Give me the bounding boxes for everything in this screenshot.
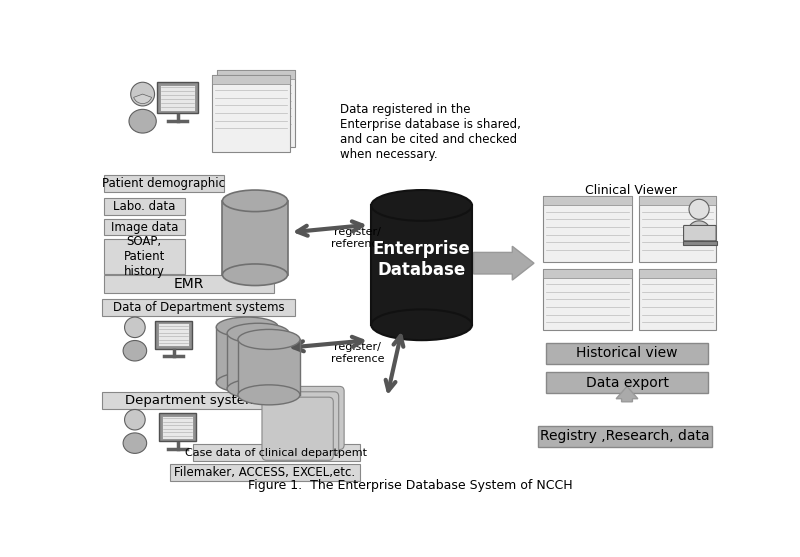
Bar	[102, 299, 295, 316]
FancyBboxPatch shape	[273, 387, 344, 449]
Bar	[160, 85, 195, 111]
Bar	[193, 444, 360, 461]
Text: Clinical Viewer: Clinical Viewer	[585, 184, 677, 197]
Bar	[212, 75, 290, 84]
Text: EMR: EMR	[174, 277, 204, 291]
Ellipse shape	[216, 373, 278, 393]
Circle shape	[125, 317, 145, 338]
Bar	[217, 70, 294, 79]
Bar	[102, 392, 287, 409]
FancyBboxPatch shape	[267, 392, 338, 455]
Bar	[543, 196, 633, 206]
Ellipse shape	[222, 190, 287, 212]
Bar	[538, 426, 712, 447]
Bar	[217, 70, 294, 147]
Bar	[158, 82, 198, 113]
Bar	[638, 196, 716, 262]
Ellipse shape	[371, 309, 472, 340]
Text: Figure 1.  The Enterprise Database System of NCCH: Figure 1. The Enterprise Database System…	[248, 479, 572, 492]
Bar	[155, 321, 192, 349]
FancyBboxPatch shape	[262, 397, 334, 460]
Text: Case data of clinical departpemt: Case data of clinical departpemt	[186, 448, 367, 458]
Ellipse shape	[123, 433, 146, 453]
Bar	[104, 275, 274, 293]
Bar	[104, 198, 186, 214]
Bar	[638, 268, 716, 330]
Bar	[543, 268, 633, 330]
Ellipse shape	[238, 329, 300, 349]
Ellipse shape	[238, 385, 300, 405]
Text: Image data: Image data	[111, 221, 178, 233]
Bar	[543, 196, 633, 262]
Ellipse shape	[371, 190, 472, 221]
Bar	[159, 413, 196, 441]
Text: Filemaker, ACCESS, EXCEL,etc.: Filemaker, ACCESS, EXCEL,etc.	[174, 466, 355, 479]
Bar	[238, 339, 300, 395]
Wedge shape	[134, 94, 151, 104]
Ellipse shape	[688, 221, 710, 241]
Circle shape	[689, 199, 709, 219]
Text: Enterprise
Database: Enterprise Database	[373, 240, 470, 278]
Text: SOAP,
Patient
history: SOAP, Patient history	[123, 234, 165, 278]
Bar	[546, 343, 708, 364]
Bar	[543, 268, 633, 278]
Text: Historical view: Historical view	[576, 346, 678, 360]
Circle shape	[125, 409, 145, 430]
Text: register/
reference: register/ reference	[330, 343, 384, 364]
Bar	[104, 240, 186, 274]
Ellipse shape	[216, 317, 278, 337]
Text: Registry ,Research, data: Registry ,Research, data	[540, 429, 710, 443]
FancyBboxPatch shape	[683, 226, 716, 241]
Bar	[371, 206, 472, 325]
FancyArrow shape	[616, 387, 638, 402]
FancyArrow shape	[474, 246, 534, 280]
Bar	[104, 175, 224, 192]
Ellipse shape	[227, 323, 289, 343]
Text: Department systems: Department systems	[125, 394, 265, 407]
Bar	[227, 333, 289, 389]
Bar	[162, 416, 194, 439]
Text: Data of Department systems: Data of Department systems	[113, 301, 284, 314]
Text: Data export: Data export	[586, 375, 669, 389]
Ellipse shape	[123, 340, 146, 361]
Ellipse shape	[227, 379, 289, 399]
Text: Patient demographic: Patient demographic	[102, 177, 226, 189]
Bar	[683, 241, 717, 246]
Bar	[170, 464, 360, 481]
Bar	[222, 201, 287, 275]
Bar	[638, 268, 716, 278]
Bar	[158, 323, 190, 346]
Text: Labo. data: Labo. data	[114, 200, 176, 213]
Bar	[212, 75, 290, 152]
Bar	[546, 372, 708, 393]
Bar	[104, 218, 186, 236]
Bar	[638, 196, 716, 206]
Circle shape	[130, 82, 154, 106]
Text: register/
reference: register/ reference	[330, 227, 384, 248]
Bar	[216, 327, 278, 383]
Ellipse shape	[129, 109, 156, 133]
Text: Data registered in the
Enterprise database is shared,
and can be cited and check: Data registered in the Enterprise databa…	[340, 103, 521, 162]
Ellipse shape	[222, 264, 287, 286]
